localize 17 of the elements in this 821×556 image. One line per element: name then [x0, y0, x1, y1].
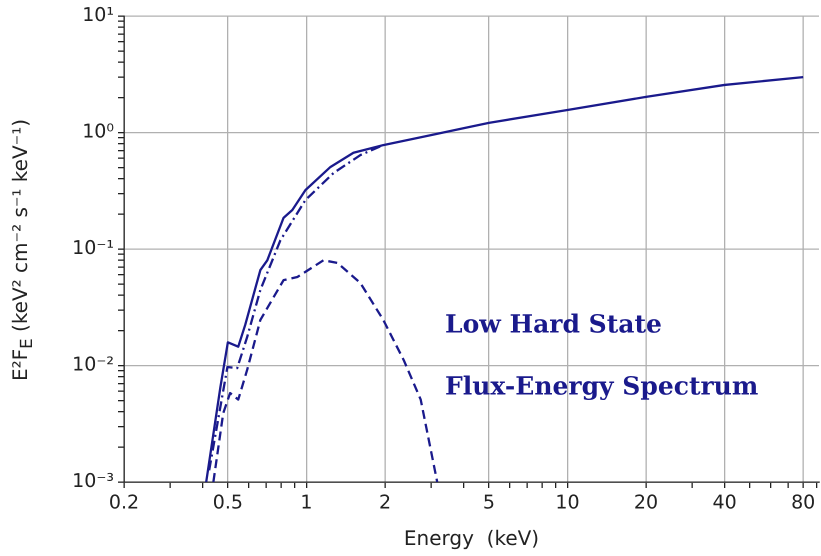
- y-tick-label: 10⁰: [82, 120, 114, 142]
- x-tick-label: 20: [634, 491, 658, 514]
- y-tick-label: 10⁻²: [72, 353, 114, 376]
- x-tick-label: 0.2: [108, 491, 140, 514]
- x-axis-title: Energy (keV): [404, 526, 540, 550]
- x-tick-label: 1: [300, 491, 312, 514]
- x-tick-label: 0.5: [212, 491, 243, 514]
- x-tick-label: 2: [378, 491, 392, 514]
- x-tick-label: 80: [791, 491, 816, 514]
- y-tick-label: 10⁻³: [72, 470, 114, 492]
- x-tick-label: 5: [482, 491, 495, 514]
- x-tick-label: 40: [712, 491, 737, 514]
- y-tick-label: 10⁻¹: [72, 236, 114, 259]
- x-tick-label: 10: [555, 491, 580, 514]
- y-tick-label: 10¹: [82, 4, 114, 26]
- annotation: Flux-Energy Spectrum: [445, 372, 758, 400]
- annotation: Low Hard State: [445, 310, 662, 338]
